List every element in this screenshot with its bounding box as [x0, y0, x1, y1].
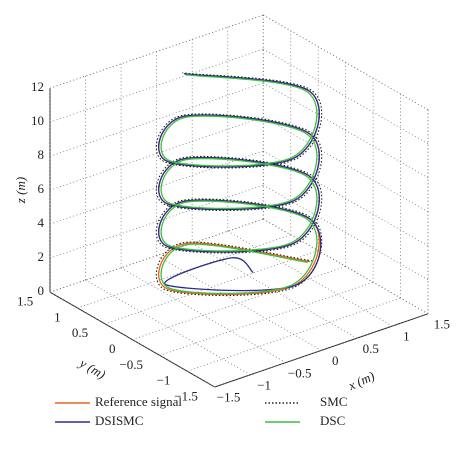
- y-tick-label: 0.5: [72, 325, 88, 340]
- y-axis-label: y (m): [76, 354, 109, 382]
- legend-label: DSC: [320, 413, 345, 428]
- z-tick-label: 10: [31, 113, 44, 128]
- z-tick-label: 6: [38, 181, 45, 196]
- series-line: [160, 74, 318, 295]
- grid-line: [49, 218, 264, 293]
- grid-line: [227, 230, 393, 327]
- grid-line: [49, 48, 264, 123]
- grid-line: [49, 116, 264, 191]
- x-tick-label: 1: [403, 329, 410, 344]
- z-axis-label: z (m): [13, 177, 28, 204]
- series-line: [155, 72, 323, 297]
- y-tick-label: 1.5: [17, 294, 33, 309]
- legend-label: Reference signal: [95, 394, 182, 409]
- z-tick-label: 12: [31, 79, 44, 94]
- x-tick-label: 1.5: [434, 316, 450, 331]
- y-tick-label: −0.5: [119, 357, 143, 372]
- grid-line: [159, 281, 374, 356]
- grid-line: [263, 82, 429, 179]
- x-tick-label: −1.5: [217, 390, 241, 405]
- grid-line: [187, 297, 401, 372]
- grid-line: [104, 250, 319, 325]
- x-tick-label: −1: [257, 377, 271, 392]
- z-tick-label: 4: [38, 215, 45, 230]
- legend-label: DSISMC: [95, 413, 143, 428]
- y-tick-label: 0: [109, 341, 116, 356]
- x-tick-label: 0: [332, 353, 339, 368]
- series-line: [158, 73, 320, 296]
- grid-line: [263, 48, 429, 145]
- grid-line: [263, 116, 429, 213]
- legend-label: SMC: [320, 394, 347, 409]
- grid-line: [49, 82, 264, 157]
- x-tick-label: −0.5: [288, 365, 312, 380]
- grid-line: [77, 234, 291, 309]
- y-tick-label: −1: [157, 373, 171, 388]
- y-tick-label: 1: [54, 309, 61, 324]
- grid-line: [263, 150, 429, 247]
- series-line: [158, 73, 322, 292]
- x-axis-label: x (m): [345, 368, 377, 393]
- y-tick-label: −1.5: [174, 388, 198, 403]
- grid-line: [49, 184, 264, 259]
- x-tick-label: 0.5: [363, 341, 379, 356]
- z-tick-label: 8: [38, 147, 45, 162]
- grid-line: [214, 313, 429, 388]
- z-tick-label: 2: [38, 249, 45, 264]
- z-tick-label: 0: [38, 283, 45, 298]
- grid-line: [120, 267, 286, 363]
- grid-line: [132, 266, 346, 340]
- grid-line: [263, 14, 429, 111]
- grid-line: [49, 14, 264, 89]
- grid-line: [85, 279, 251, 376]
- grid-line: [263, 218, 429, 315]
